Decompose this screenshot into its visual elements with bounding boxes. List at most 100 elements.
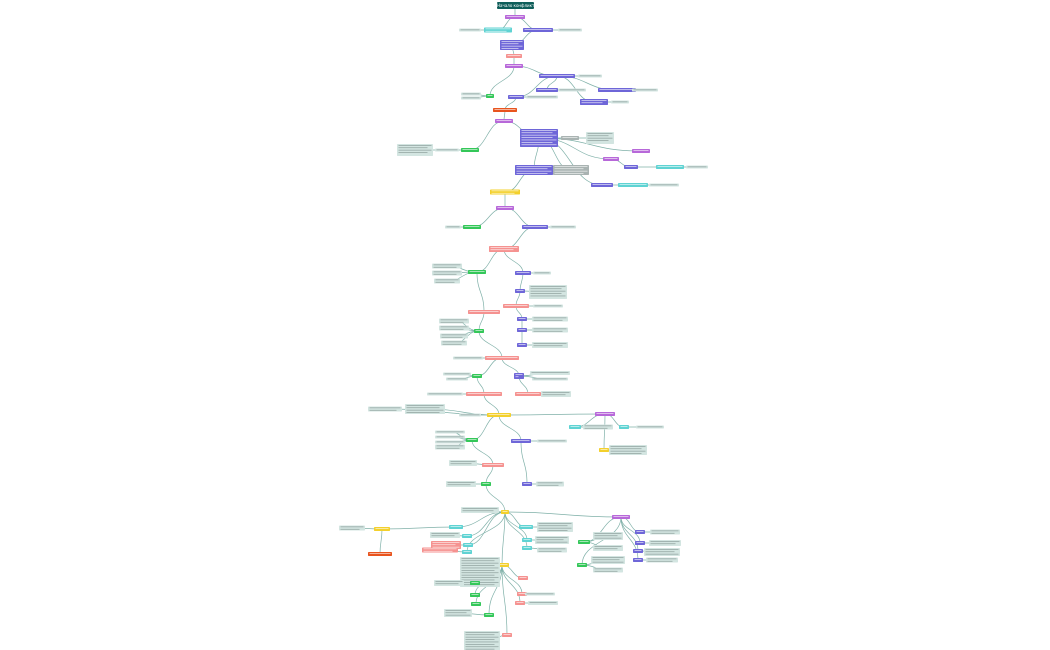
note-node[interactable] [537,547,567,553]
topic-topic-node[interactable] [632,149,650,153]
note-node[interactable] [550,225,576,229]
note-node[interactable] [453,356,483,360]
cyan-topic-node[interactable] [519,525,533,529]
green-topic-node[interactable] [484,613,494,617]
cyan-topic-node[interactable] [522,546,532,550]
note-node[interactable] [537,439,567,443]
note-node[interactable] [434,278,460,284]
pink-topic-node[interactable] [502,633,512,637]
note-node[interactable] [339,525,365,531]
topic-topic-node[interactable] [495,119,513,123]
indigo-topic-node[interactable] [580,99,608,105]
pink-topic-node[interactable] [489,246,519,252]
indigo-topic-node[interactable] [517,343,527,347]
yellow-topic-node[interactable] [490,189,520,195]
indigo-topic-node[interactable] [515,271,531,275]
pink-topic-node[interactable] [515,601,525,605]
topic-topic-node[interactable] [603,157,619,161]
note-node[interactable] [686,165,708,169]
note-node[interactable] [459,28,481,32]
note-node[interactable] [558,28,582,32]
note-node[interactable] [536,481,564,487]
green-topic-node[interactable] [468,270,486,274]
note-node[interactable] [464,631,500,650]
pink-topic-node[interactable] [515,392,541,396]
cyan-topic-node[interactable] [522,538,532,542]
pink-topic-node[interactable] [485,356,519,360]
yellow-topic-node[interactable] [374,527,390,531]
note-node[interactable] [528,601,558,605]
green-topic-node[interactable] [461,148,479,152]
note-node[interactable] [461,92,481,96]
cyan-topic-node[interactable] [619,425,629,429]
note-node[interactable] [432,263,462,269]
indigo-topic-node[interactable] [515,165,553,175]
green-topic-node[interactable] [466,438,478,442]
green-topic-node[interactable] [577,563,587,567]
topic-topic-node[interactable] [505,64,523,68]
pink-topic-node[interactable] [518,576,528,580]
cyan-topic-node[interactable] [462,534,472,538]
pink-topic-node[interactable] [506,54,522,58]
pink-topic-node[interactable] [517,592,527,596]
root-node-title[interactable]: Начало конфликта [497,2,534,9]
note-node[interactable] [583,424,613,430]
note-node[interactable] [649,183,679,187]
note-node[interactable] [611,100,629,104]
indigo-topic-node[interactable] [624,165,638,169]
note-node[interactable] [368,406,402,412]
indigo-topic-node[interactable] [633,549,643,553]
green-topic-node[interactable] [471,602,481,606]
note-node[interactable] [532,342,568,348]
pink-topic-node[interactable] [431,541,461,549]
indigo-topic-node[interactable] [536,88,558,92]
note-node[interactable] [439,318,469,324]
note-node[interactable] [533,271,551,275]
note-node[interactable] [405,404,445,414]
note-node[interactable] [441,340,467,346]
indigo-topic-node[interactable] [515,289,525,293]
pink-topic-node[interactable] [422,547,458,553]
green-topic-node[interactable] [472,374,482,378]
orange-topic-node[interactable] [493,108,517,112]
note-node[interactable] [446,481,476,487]
note-node[interactable] [532,377,568,381]
note-node[interactable] [532,327,568,333]
note-node[interactable] [435,430,465,434]
note-node[interactable] [443,372,471,376]
note-node[interactable] [449,460,477,466]
note-node[interactable] [435,440,465,444]
green-topic-node[interactable] [578,540,590,544]
note-node[interactable] [526,95,558,99]
green-topic-node[interactable] [470,581,480,585]
note-node[interactable] [609,445,647,455]
note-node[interactable] [586,132,614,144]
note-node[interactable] [646,557,678,563]
note-node[interactable] [591,556,625,564]
gray-topic-node[interactable] [553,165,589,175]
cyan-topic-node[interactable] [484,27,512,33]
note-node[interactable] [649,540,681,546]
indigo-topic-node[interactable] [511,439,531,443]
note-node[interactable] [529,285,567,299]
indigo-topic-node[interactable] [508,95,524,99]
indigo-topic-node[interactable] [591,183,613,187]
yellow-topic-node[interactable] [501,510,509,514]
indigo-topic-node[interactable] [635,541,645,545]
indigo-topic-node[interactable] [598,88,636,92]
indigo-topic-node[interactable] [517,328,527,332]
topic-topic-node[interactable] [595,412,615,416]
indigo-topic-node[interactable] [522,225,548,229]
cyan-topic-node[interactable] [462,550,472,554]
orange-topic-node[interactable] [368,552,392,556]
note-node[interactable] [444,609,472,617]
cyan-topic-node[interactable] [463,543,473,547]
note-node[interactable] [435,435,465,439]
note-node[interactable] [593,532,623,540]
note-node[interactable] [541,391,571,397]
green-topic-node[interactable] [463,225,481,229]
indigo-topic-node[interactable] [520,129,558,147]
indigo-topic-node[interactable] [500,40,524,50]
note-node[interactable] [644,548,680,556]
pink-topic-node[interactable] [503,304,529,308]
